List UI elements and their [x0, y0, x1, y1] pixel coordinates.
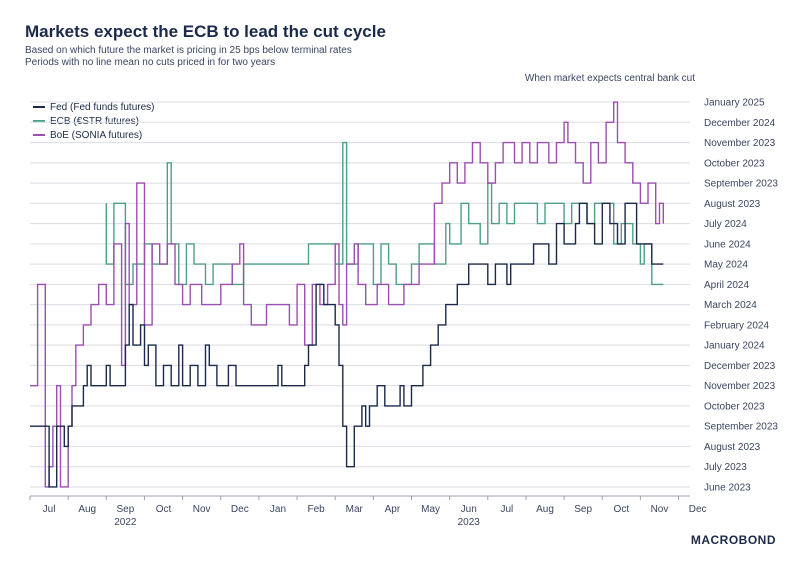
y-tick-label: June 2023 [704, 482, 751, 493]
x-tick-label: Jul [43, 504, 56, 515]
chart-legend: Fed (Fed funds futures) ECB (€STR future… [33, 100, 155, 142]
y-tick-label: July 2023 [704, 462, 747, 473]
subtitle-line-2: Periods with no line mean no cuts priced… [25, 57, 276, 68]
x-tick-label: Dec [689, 504, 707, 515]
x-year-label: 2022 [114, 517, 137, 528]
x-tick-label: Apr [385, 504, 401, 515]
x-tick-label: Aug [78, 504, 96, 515]
x-tick-label: Oct [614, 504, 630, 515]
series-line-boe [30, 101, 664, 488]
x-tick-label: Sep [574, 504, 592, 515]
y-tick-label: November 2023 [704, 381, 776, 392]
y-tick-label: May 2024 [704, 260, 748, 271]
x-tick-label: Aug [536, 504, 554, 515]
y-tick-label: January 2025 [704, 98, 765, 109]
y-tick-label: July 2024 [704, 219, 747, 230]
x-tick-label: Jun [461, 504, 477, 515]
y-tick-label: November 2023 [704, 138, 776, 149]
x-year-label: 2023 [458, 517, 481, 528]
series-line-fed [30, 202, 664, 488]
legend-swatch-fed [33, 106, 45, 108]
y-tick-label: December 2023 [704, 361, 776, 372]
x-tick-label: May [421, 504, 440, 515]
legend-swatch-ecb [33, 120, 45, 122]
x-tick-label: Jul [500, 504, 513, 515]
y-tick-label: August 2023 [704, 442, 761, 453]
y-tick-label: April 2024 [704, 280, 749, 291]
right-axis-title: When market expects central bank cut [524, 73, 695, 84]
x-tick-label: Mar [346, 504, 364, 515]
x-tick-label: Jan [270, 504, 286, 515]
y-tick-label: June 2024 [704, 239, 751, 250]
y-tick-label: March 2024 [704, 300, 757, 311]
y-tick-label: January 2024 [704, 341, 765, 352]
y-tick-label: February 2024 [704, 320, 769, 331]
x-tick-label: Sep [116, 504, 134, 515]
macrobond-logo: MACROBOND [690, 533, 776, 547]
subtitle-line-1: Based on which future the market is pric… [25, 45, 352, 56]
y-tick-label: October 2023 [704, 158, 765, 169]
x-tick-label: Feb [308, 504, 326, 515]
legend-item-boe: BoE (SONIA futures) [33, 128, 155, 142]
legend-item-fed: Fed (Fed funds futures) [33, 100, 155, 114]
legend-label-boe: BoE (SONIA futures) [50, 129, 143, 141]
chart-title: Markets expect the ECB to lead the cut c… [25, 22, 386, 41]
x-tick-label: Oct [156, 504, 172, 515]
x-tick-label: Nov [651, 504, 669, 515]
y-tick-label: September 2023 [704, 422, 778, 433]
legend-label-fed: Fed (Fed funds futures) [50, 101, 155, 113]
x-tick-label: Nov [193, 504, 211, 515]
chart-subtitle: Based on which future the market is pric… [25, 45, 352, 69]
y-tick-label: December 2024 [704, 118, 776, 129]
y-tick-label: October 2023 [704, 401, 765, 412]
legend-item-ecb: ECB (€STR futures) [33, 114, 155, 128]
y-tick-label: August 2023 [704, 199, 761, 210]
legend-swatch-boe [33, 134, 45, 136]
y-tick-label: September 2023 [704, 179, 778, 190]
x-tick-label: Dec [231, 504, 249, 515]
legend-label-ecb: ECB (€STR futures) [50, 115, 139, 127]
